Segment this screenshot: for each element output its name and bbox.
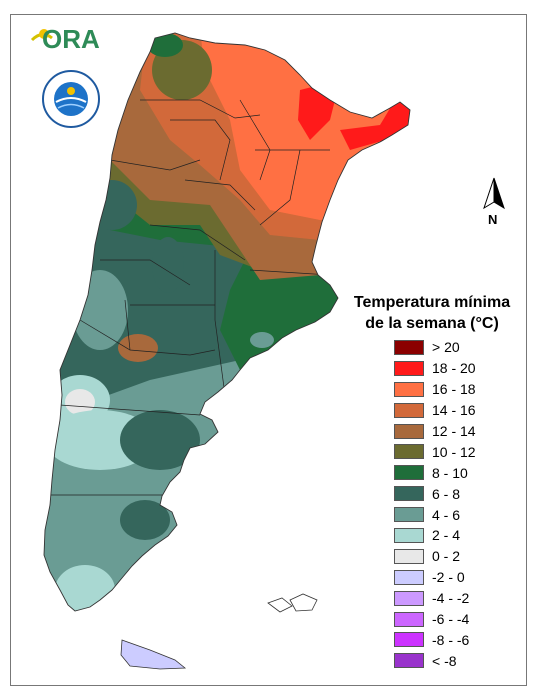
legend-title: Temperatura mínima de la semana (°C) bbox=[334, 292, 530, 334]
ora-logo-text: ORA bbox=[42, 24, 100, 54]
legend-swatch bbox=[394, 381, 424, 397]
legend-swatch bbox=[394, 360, 424, 376]
legend-swatch bbox=[394, 507, 424, 523]
legend-item: 18 - 20 bbox=[394, 358, 476, 379]
legend-label: 12 - 14 bbox=[432, 423, 476, 439]
north-arrow-icon: N bbox=[483, 177, 505, 227]
legend-item: > 20 bbox=[394, 337, 476, 358]
legend-swatch bbox=[394, 527, 424, 543]
legend-swatch bbox=[394, 486, 424, 502]
legend-swatch bbox=[394, 632, 424, 648]
legend-item: 10 - 12 bbox=[394, 441, 476, 462]
legend-label: 8 - 10 bbox=[432, 464, 468, 481]
legend-swatch bbox=[394, 339, 424, 355]
tierra-del-fuego bbox=[120, 639, 187, 670]
legend: > 20 18 - 20 16 - 18 14 - 16 12 - 14 10 - 12 8… bbox=[394, 337, 476, 671]
legend-item: 14 - 16 bbox=[394, 400, 476, 421]
legend-item: 4 - 6 bbox=[394, 504, 476, 525]
north-arrow: N bbox=[480, 176, 510, 231]
malvinas-islands bbox=[267, 593, 318, 613]
legend-label: 18 - 20 bbox=[432, 360, 476, 377]
legend-swatch bbox=[394, 653, 424, 669]
legend-label: 6 - 8 bbox=[432, 485, 461, 502]
legend-item: 16 - 18 bbox=[394, 379, 476, 400]
legend-label: 0 - 2 bbox=[432, 548, 461, 565]
legend-title-line1: Temperatura mínima bbox=[353, 294, 511, 311]
country-outline bbox=[43, 32, 411, 612]
legend-swatch bbox=[394, 611, 424, 627]
legend-item: 2 - 4 bbox=[394, 525, 476, 546]
legend-item: -6 - -4 bbox=[394, 609, 476, 630]
legend-swatch bbox=[394, 423, 424, 439]
legend-label: -4 - -2 bbox=[432, 590, 470, 607]
smn-seal bbox=[42, 70, 100, 133]
province-boundaries bbox=[50, 99, 331, 496]
sun-leaf-icon: ORA bbox=[30, 24, 100, 54]
legend-item: 6 - 8 bbox=[394, 483, 476, 504]
legend-label: -2 - 0 bbox=[432, 569, 465, 586]
legend-label: 14 - 16 bbox=[432, 402, 476, 419]
legend-item: 8 - 10 bbox=[394, 462, 476, 483]
legend-label: -8 - -6 bbox=[432, 631, 470, 648]
legend-swatch bbox=[394, 402, 424, 418]
legend-item: -4 - -2 bbox=[394, 588, 476, 609]
legend-label: < -8 bbox=[432, 652, 457, 669]
legend-item: 12 - 14 bbox=[394, 421, 476, 442]
legend-label: > 20 bbox=[432, 339, 460, 356]
north-label: N bbox=[488, 212, 497, 226]
legend-swatch bbox=[394, 444, 424, 460]
legend-label: 2 - 4 bbox=[432, 527, 461, 544]
ora-logo: ORA bbox=[30, 20, 110, 61]
legend-swatch bbox=[394, 569, 424, 585]
legend-item: < -8 bbox=[394, 650, 476, 671]
legend-swatch bbox=[394, 548, 424, 564]
legend-title-line2: de la semana (°C) bbox=[365, 315, 499, 332]
legend-label: 16 - 18 bbox=[432, 381, 476, 398]
legend-item: 0 - 2 bbox=[394, 546, 476, 567]
legend-swatch bbox=[394, 590, 424, 606]
legend-label: -6 - -4 bbox=[432, 611, 470, 628]
meteorological-service-seal-icon bbox=[42, 70, 100, 128]
legend-item: -8 - -6 bbox=[394, 629, 476, 650]
legend-item: -2 - 0 bbox=[394, 567, 476, 588]
legend-label: 4 - 6 bbox=[432, 506, 461, 523]
legend-swatch bbox=[394, 465, 424, 481]
legend-label: 10 - 12 bbox=[432, 443, 476, 460]
